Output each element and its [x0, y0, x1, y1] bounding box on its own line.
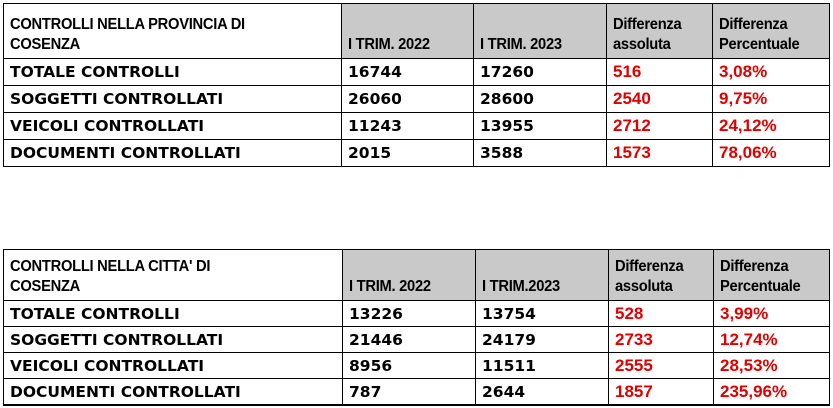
table-row: SOGGETTI CONTROLLATI 26060 28600 2540 9,75% [3, 85, 830, 113]
row-label: VEICOLI CONTROLLATI [3, 112, 342, 140]
value-2022: 2015 [341, 139, 474, 167]
percent-difference: 3,08% [712, 58, 830, 86]
percent-difference: 3,99% [713, 300, 830, 327]
row-label: VEICOLI CONTROLLATI [3, 352, 343, 379]
province-controls-table: CONTROLLI NELLA PROVINCIA DI COSENZA I TR… [3, 3, 830, 167]
value-2023: 2644 [475, 378, 609, 406]
city-controls-table: CONTROLLI NELLA CITTA' DI COSENZA I TRIM.… [3, 249, 830, 406]
table-title: CONTROLLI NELLA PROVINCIA DI COSENZA [3, 3, 342, 59]
value-2022: 13226 [342, 300, 476, 327]
header-row: CONTROLLI NELLA CITTA' DI COSENZA I TRIM.… [3, 249, 830, 301]
absolute-difference: 2712 [606, 112, 713, 140]
absolute-difference: 2540 [606, 85, 713, 113]
absolute-difference: 1857 [608, 378, 714, 406]
table-row: SOGGETTI CONTROLLATI 21446 24179 2733 12,74% [3, 326, 830, 353]
table-row: VEICOLI CONTROLLATI 8956 11511 2555 28,53% [3, 352, 830, 379]
col-header-abs-diff: Differenza assoluta [606, 3, 713, 59]
col-header-abs-diff: Differenza assoluta [608, 249, 714, 301]
row-label: SOGGETTI CONTROLLATI [3, 326, 343, 353]
value-2023: 11511 [475, 352, 609, 379]
percent-difference: 28,53% [713, 352, 830, 379]
row-label: TOTALE CONTROLLI [3, 58, 342, 86]
col-header-2023: I TRIM. 2023 [473, 3, 607, 59]
value-2023: 13955 [473, 112, 607, 140]
percent-difference: 24,12% [712, 112, 830, 140]
table-row: VEICOLI CONTROLLATI 11243 13955 2712 24,12% [3, 112, 830, 140]
value-2022: 26060 [341, 85, 474, 113]
row-label: DOCUMENTI CONTROLLATI [3, 139, 342, 167]
percent-difference: 78,06% [712, 139, 830, 167]
value-2023: 28600 [473, 85, 607, 113]
col-header-2022: I TRIM. 2022 [342, 249, 476, 301]
value-2023: 24179 [475, 326, 609, 353]
percent-difference: 235,96% [713, 378, 830, 406]
header-row: CONTROLLI NELLA PROVINCIA DI COSENZA I TR… [3, 3, 830, 59]
absolute-difference: 528 [608, 300, 714, 327]
value-2022: 11243 [341, 112, 474, 140]
col-header-pct-diff: Differenza Percentuale [713, 249, 830, 301]
table-row: TOTALE CONTROLLI 13226 13754 528 3,99% [3, 300, 830, 327]
absolute-difference: 1573 [606, 139, 713, 167]
value-2023: 3588 [473, 139, 607, 167]
table-title: CONTROLLI NELLA CITTA' DI COSENZA [3, 249, 343, 301]
value-2022: 21446 [342, 326, 476, 353]
value-2023: 13754 [475, 300, 609, 327]
percent-difference: 12,74% [713, 326, 830, 353]
row-label: DOCUMENTI CONTROLLATI [3, 378, 343, 406]
absolute-difference: 516 [606, 58, 713, 86]
table-row: TOTALE CONTROLLI 16744 17260 516 3,08% [3, 58, 830, 86]
col-header-2022: I TRIM. 2022 [341, 3, 474, 59]
row-label: TOTALE CONTROLLI [3, 300, 343, 327]
value-2023: 17260 [473, 58, 607, 86]
table-row: DOCUMENTI CONTROLLATI 787 2644 1857 235,96% [3, 378, 830, 406]
col-header-pct-diff: Differenza Percentuale [712, 3, 830, 59]
absolute-difference: 2555 [608, 352, 714, 379]
value-2022: 8956 [342, 352, 476, 379]
percent-difference: 9,75% [712, 85, 830, 113]
value-2022: 787 [342, 378, 476, 406]
col-header-2023: I TRIM.2023 [475, 249, 609, 301]
value-2022: 16744 [341, 58, 474, 86]
table-row: DOCUMENTI CONTROLLATI 2015 3588 1573 78,06% [3, 139, 830, 167]
absolute-difference: 2733 [608, 326, 714, 353]
row-label: SOGGETTI CONTROLLATI [3, 85, 342, 113]
